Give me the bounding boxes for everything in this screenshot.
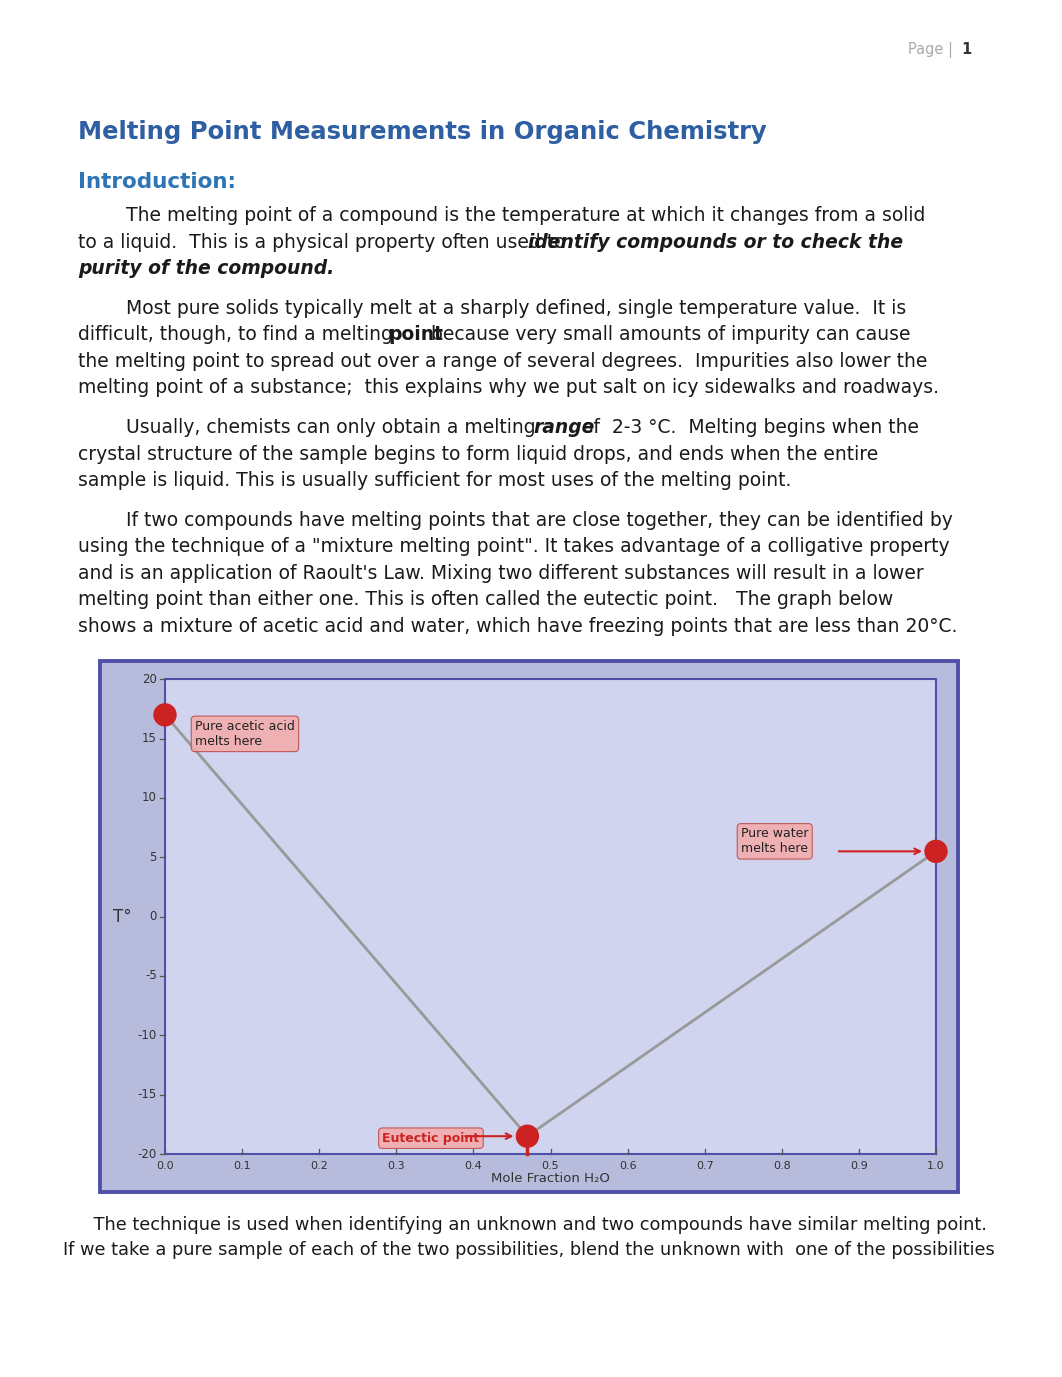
Text: 0.2: 0.2 (310, 1161, 328, 1170)
Text: -10: -10 (138, 1029, 157, 1042)
Text: 0.8: 0.8 (773, 1161, 791, 1170)
Text: 5: 5 (150, 851, 157, 863)
Text: 0.4: 0.4 (464, 1161, 482, 1170)
Text: 0.1: 0.1 (234, 1161, 251, 1170)
Circle shape (154, 704, 176, 726)
Text: difficult, though, to find a melting: difficult, though, to find a melting (78, 325, 399, 344)
Text: If two compounds have melting points that are close together, they can be identi: If two compounds have melting points tha… (78, 511, 953, 530)
Circle shape (925, 840, 947, 862)
Text: Pure acetic acid
melts here: Pure acetic acid melts here (195, 720, 295, 748)
Text: crystal structure of the sample begins to form liquid drops, and ends when the e: crystal structure of the sample begins t… (78, 445, 878, 464)
Text: -5: -5 (145, 969, 157, 982)
Text: The technique is used when identifying an unknown and two compounds have similar: The technique is used when identifying a… (71, 1216, 987, 1234)
Text: 0.7: 0.7 (696, 1161, 714, 1170)
Text: purity of the compound.: purity of the compound. (78, 259, 335, 278)
Text: T°: T° (113, 907, 132, 925)
Text: The melting point of a compound is the temperature at which it changes from a so: The melting point of a compound is the t… (78, 207, 925, 224)
Text: 20: 20 (142, 673, 157, 686)
Text: 0.5: 0.5 (542, 1161, 560, 1170)
Text: identify compounds or to check the: identify compounds or to check the (528, 233, 903, 252)
Text: Page |: Page | (908, 43, 958, 58)
Text: Eutectic point: Eutectic point (382, 1132, 480, 1144)
Text: 10: 10 (142, 792, 157, 804)
Text: Mole Fraction H₂O: Mole Fraction H₂O (491, 1172, 610, 1184)
Text: 0.3: 0.3 (388, 1161, 405, 1170)
Text: Melting Point Measurements in Organic Chemistry: Melting Point Measurements in Organic Ch… (78, 120, 767, 145)
Text: and is an application of Raoult's Law. Mixing two different substances will resu: and is an application of Raoult's Law. M… (78, 563, 924, 582)
Text: 0.0: 0.0 (156, 1161, 174, 1170)
Text: 1.0: 1.0 (927, 1161, 945, 1170)
Text: Usually, chemists can only obtain a melting: Usually, chemists can only obtain a melt… (78, 419, 542, 437)
Text: shows a mixture of acetic acid and water, which have freezing points that are le: shows a mixture of acetic acid and water… (78, 617, 957, 636)
Text: 0.9: 0.9 (850, 1161, 868, 1170)
Text: point: point (388, 325, 443, 344)
Text: the melting point to spread out over a range of several degrees.  Impurities als: the melting point to spread out over a r… (78, 351, 927, 370)
Bar (165, 679, 936, 1154)
Text: If we take a pure sample of each of the two possibilities, blend the unknown wit: If we take a pure sample of each of the … (63, 1241, 995, 1259)
Text: Pure water
melts here: Pure water melts here (741, 828, 808, 855)
Text: of  2-3 °C.  Melting begins when the: of 2-3 °C. Melting begins when the (576, 419, 919, 437)
Text: 1: 1 (962, 43, 972, 56)
Text: using the technique of a "mixture melting point". It takes advantage of a collig: using the technique of a "mixture meltin… (78, 537, 949, 556)
Bar (100, 661, 958, 1192)
Text: Introduction:: Introduction: (78, 172, 236, 191)
Text: Most pure solids typically melt at a sharply defined, single temperature value. : Most pure solids typically melt at a sha… (78, 299, 906, 318)
Text: range: range (533, 419, 595, 437)
Text: to a liquid.  This is a physical property often used to: to a liquid. This is a physical property… (78, 233, 571, 252)
Text: 15: 15 (142, 733, 157, 745)
Text: melting point of a substance;  this explains why we put salt on icy sidewalks an: melting point of a substance; this expla… (78, 379, 939, 397)
Text: sample is liquid. This is usually sufficient for most uses of the melting point.: sample is liquid. This is usually suffic… (78, 471, 791, 490)
Text: -15: -15 (138, 1088, 157, 1102)
Text: melting point than either one. This is often called the eutectic point.   The gr: melting point than either one. This is o… (78, 591, 893, 609)
Circle shape (516, 1125, 538, 1147)
Text: 0: 0 (150, 910, 157, 923)
Text: -20: -20 (138, 1147, 157, 1161)
Text: 0.6: 0.6 (619, 1161, 636, 1170)
Text: because very small amounts of impurity can cause: because very small amounts of impurity c… (425, 325, 910, 344)
